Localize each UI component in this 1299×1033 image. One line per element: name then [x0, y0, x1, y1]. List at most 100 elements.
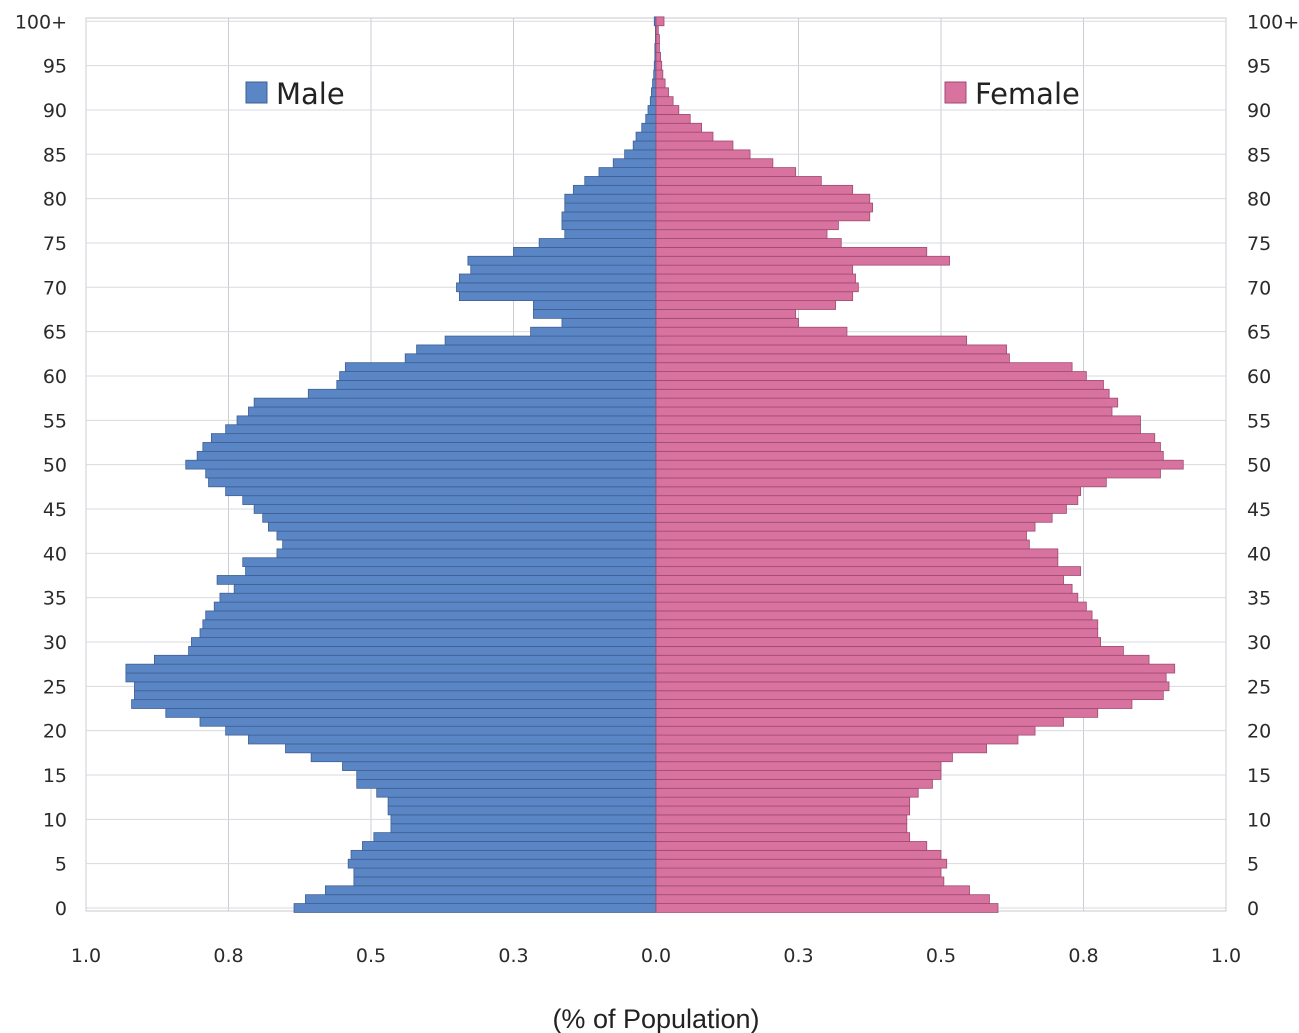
bar-female-age-41: [655, 539, 1030, 550]
bar-female-age-86: [655, 140, 734, 151]
x-axis-title: (% of Population): [552, 1004, 759, 1033]
bar-female-age-63: [655, 344, 1007, 355]
age-tick-right: 10: [1247, 809, 1271, 831]
x-tick-label: 0.8: [213, 945, 243, 967]
bar-female-age-15: [655, 770, 942, 780]
bar-male-age-59: [336, 380, 657, 390]
bar-male-age-51: [196, 450, 657, 461]
bar-female-age-90: [655, 105, 680, 115]
age-tick-left: 50: [43, 455, 67, 477]
bar-female-age-22: [655, 708, 1099, 718]
bar-female-age-77: [655, 220, 839, 231]
x-tick-label: 0.5: [356, 945, 386, 967]
age-tick-left: 70: [43, 277, 67, 299]
bar-male-age-21: [199, 716, 657, 727]
bar-female-age-82: [655, 176, 822, 186]
bar-male-age-1: [305, 894, 657, 904]
bar-male-age-66: [561, 317, 657, 328]
legend-male: Male: [245, 77, 345, 111]
x-axis: 1.0 0.8 0.5 0.3 0.0 0.3 0.5 0.8 1.0: [71, 945, 1241, 967]
bar-female-age-76: [655, 229, 828, 239]
bar-female-age-12: [655, 796, 911, 807]
bar-female-age-93: [655, 78, 666, 89]
age-tick-left: 60: [43, 366, 67, 388]
age-tick-left: 35: [43, 588, 67, 610]
bar-male-age-7: [362, 841, 657, 851]
bar-male-age-90: [647, 105, 657, 115]
bar-male-age-91: [649, 96, 657, 106]
bar-female-age-25: [655, 681, 1170, 692]
bar-male-age-16: [342, 761, 657, 771]
bar-female-age-68: [655, 300, 836, 310]
bar-female-age-43: [655, 521, 1036, 532]
bar-female-age-42: [655, 530, 1027, 541]
bar-male-age-23: [131, 699, 657, 709]
bar-female-age-9: [655, 823, 908, 834]
bar-male-age-52: [202, 442, 657, 452]
age-tick-right: 65: [1247, 322, 1271, 344]
age-tick-left: 85: [43, 144, 67, 166]
bar-female-age-74: [655, 247, 928, 257]
bar-female-age-54: [655, 424, 1141, 435]
age-tick-right: 30: [1247, 632, 1271, 654]
bar-female-age-79: [655, 202, 874, 213]
bar-female-age-49: [655, 468, 1161, 479]
age-tick-right: 100+: [1247, 11, 1299, 33]
age-tick-left: 90: [43, 100, 67, 122]
bar-female-age-69: [655, 291, 854, 302]
bar-female-age-33: [655, 610, 1093, 621]
bar-female-age-5: [655, 858, 948, 869]
age-axis-right: 0 5 10 15 20 25 30 35 40 45 50 55 60 65 70 75 80 85 90 95 10…: [1247, 11, 1299, 920]
bar-female-age-11: [655, 805, 911, 816]
age-tick-left: 10: [43, 809, 67, 831]
x-tick-label: 1.0: [71, 945, 101, 967]
bar-male-age-47: [225, 486, 657, 497]
bar-female-age-20: [655, 725, 1036, 736]
bar-male-age-93: [652, 78, 657, 89]
bar-male-age-26: [125, 672, 657, 683]
age-tick-left: 75: [43, 233, 67, 255]
bar-male-age-74: [513, 247, 657, 257]
bar-male-age-60: [339, 371, 657, 381]
bar-female-age-30: [655, 637, 1102, 647]
bar-male-age-25: [134, 681, 657, 692]
bar-female-age-80: [655, 193, 871, 204]
bar-male-age-92: [651, 87, 657, 98]
bar-male-age-82: [584, 176, 657, 186]
bar-male-age-28: [153, 654, 657, 665]
bar-female-age-52: [655, 442, 1161, 452]
bar-male-age-79: [564, 202, 657, 213]
bar-male-age-76: [564, 229, 657, 239]
bar-female-age-24: [655, 690, 1164, 701]
age-tick-left: 65: [43, 322, 67, 344]
bar-male-age-78: [561, 211, 657, 222]
bar-male-age-12: [387, 796, 657, 807]
bar-female-age-60: [655, 371, 1087, 381]
bar-male-age-42: [276, 530, 657, 541]
bar-male-age-39: [242, 557, 657, 568]
bar-male-age-30: [191, 637, 657, 647]
age-tick-left: 20: [43, 721, 67, 743]
bar-female-age-44: [655, 513, 1053, 523]
bar-male-age-46: [242, 495, 657, 505]
bar-male-age-15: [356, 770, 657, 780]
age-tick-left: 95: [43, 56, 67, 78]
bar-male-age-89: [645, 114, 657, 124]
age-tick-left: 100+: [15, 11, 67, 33]
x-tick-label: 0.8: [1068, 945, 1098, 967]
bar-female-age-4: [655, 867, 942, 878]
bar-female-age-18: [655, 743, 988, 754]
bar-female-age-58: [655, 388, 1110, 399]
bar-female-age-10: [655, 814, 908, 825]
age-tick-left: 15: [43, 765, 67, 787]
bar-male-age-53: [210, 433, 657, 443]
bar-female-age-16: [655, 761, 942, 771]
bar-male-age-0: [293, 903, 657, 913]
age-tick-left: 0: [55, 898, 67, 920]
bar-male-age-72: [470, 264, 657, 275]
bar-male-age-57: [253, 397, 657, 408]
bar-female-age-40: [655, 548, 1059, 559]
bar-female-age-32: [655, 619, 1099, 630]
x-tick-label: 0.3: [783, 945, 813, 967]
